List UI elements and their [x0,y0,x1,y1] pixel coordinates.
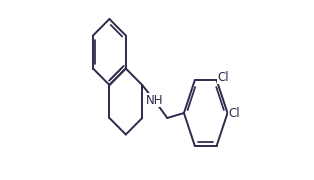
Text: Cl: Cl [218,71,230,84]
Text: Cl: Cl [229,107,240,120]
Text: NH: NH [146,93,164,107]
